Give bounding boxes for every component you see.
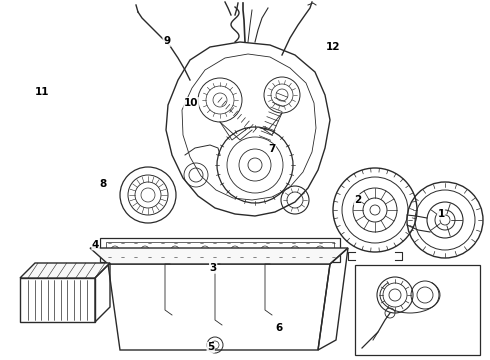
Text: 3: 3 [210, 263, 217, 273]
Polygon shape [20, 263, 110, 278]
Text: 7: 7 [268, 144, 276, 154]
Text: 1: 1 [438, 209, 444, 219]
Text: 4: 4 [92, 240, 99, 250]
Text: 11: 11 [34, 87, 49, 97]
Text: 5: 5 [207, 342, 214, 352]
Text: 6: 6 [276, 323, 283, 333]
Text: 10: 10 [184, 98, 198, 108]
Text: 2: 2 [354, 195, 361, 205]
Text: 12: 12 [326, 42, 341, 52]
Text: 9: 9 [163, 36, 170, 46]
Polygon shape [90, 248, 348, 264]
Text: 8: 8 [99, 179, 106, 189]
